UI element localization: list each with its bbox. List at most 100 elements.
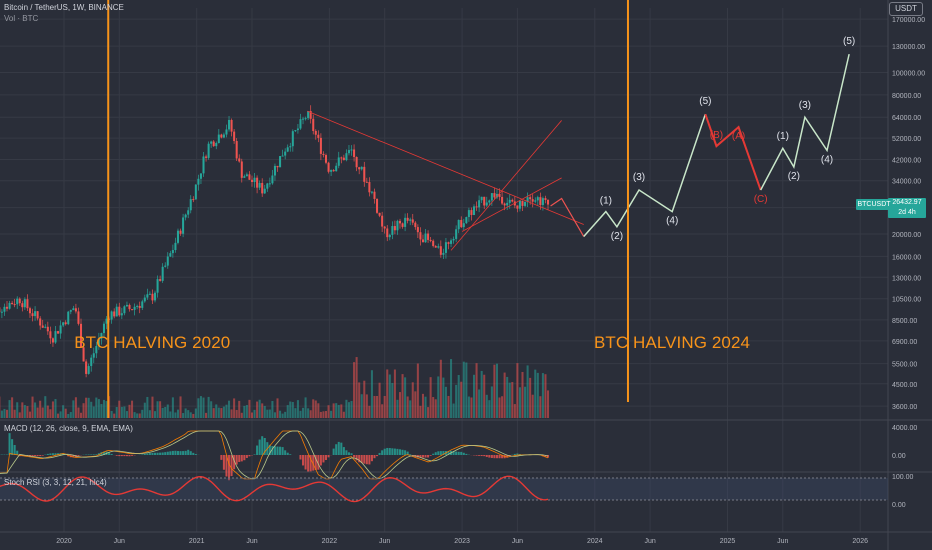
volume-bar	[268, 409, 271, 418]
volume-bar	[62, 405, 65, 418]
candle-body	[97, 338, 100, 346]
volume-bar	[97, 399, 100, 418]
candle-body	[289, 146, 292, 148]
volume-bar	[18, 412, 21, 418]
wave-label: (3)	[799, 100, 811, 111]
volume-bar	[182, 413, 185, 418]
trend-lines	[307, 110, 584, 251]
volume-bar	[439, 359, 442, 418]
volume-bar	[113, 413, 116, 418]
macd-histogram-bar	[386, 447, 389, 455]
x-tick-label: Jun	[114, 538, 125, 545]
macd-histogram-bar	[159, 452, 162, 455]
candle-body	[74, 308, 77, 312]
candle-body	[424, 233, 427, 243]
volume-bar	[263, 405, 266, 418]
x-tick-label: 2026	[852, 538, 868, 545]
macd-tick-label: 0.00	[892, 453, 906, 460]
currency-button[interactable]: USDT	[889, 2, 923, 16]
candle-body	[143, 297, 146, 302]
candle-body	[493, 193, 496, 198]
x-tick-label: 2023	[454, 538, 470, 545]
volume-bar	[41, 407, 44, 418]
candle-body	[210, 141, 213, 144]
volume-bar	[508, 382, 511, 418]
x-tick-label: Jun	[777, 538, 788, 545]
volume-bar	[478, 389, 481, 418]
volume-bar	[309, 410, 312, 418]
candle-body	[370, 191, 373, 193]
candle-body	[154, 292, 157, 301]
candle-body	[26, 299, 29, 309]
volume-bar	[164, 406, 167, 418]
candle-body	[39, 318, 42, 326]
candle-body	[508, 199, 511, 203]
candle-body	[452, 238, 455, 241]
volume-bar	[279, 410, 282, 418]
candle-body	[176, 230, 180, 243]
stoch-title[interactable]: Stoch RSI (3, 3, 12, 21, hlc4)	[4, 478, 107, 487]
candle-body	[307, 111, 310, 119]
macd-histogram-bar	[501, 455, 504, 459]
volume-bar	[36, 407, 39, 418]
macd-histogram-bar	[289, 454, 292, 455]
volume-bar	[79, 412, 83, 418]
candle-body	[67, 311, 70, 325]
candle-body	[541, 198, 544, 205]
macd-histogram-bar	[72, 455, 75, 458]
y-tick-label: 52000.00	[892, 136, 921, 143]
macd-histogram-bar	[360, 455, 363, 464]
candle-body	[266, 183, 269, 189]
volume-bar	[490, 386, 493, 418]
macd-histogram-bar	[171, 450, 174, 455]
volume-bar	[187, 410, 190, 418]
macd-histogram-bar	[146, 453, 149, 455]
candle-body	[465, 217, 468, 224]
macd-histogram-bar	[304, 455, 307, 470]
candle-body	[250, 179, 254, 182]
candle-body	[54, 331, 57, 343]
symbol-title[interactable]: Bitcoin / TetherUS, 1W, BINANCE	[4, 3, 124, 12]
last-price-tag: 26432.97 2d 4h	[888, 198, 926, 218]
volume-bar	[386, 369, 389, 418]
candle-body	[314, 130, 317, 135]
candle-body	[457, 219, 460, 230]
macd-histogram-bar	[182, 451, 185, 455]
macd-histogram-bar	[302, 455, 305, 466]
macd-histogram-bar	[273, 446, 276, 455]
volume-bar	[396, 399, 399, 418]
candle-body	[526, 197, 529, 203]
candle-body	[85, 361, 88, 374]
candle-body	[148, 293, 151, 295]
volume-bar	[95, 397, 98, 418]
candle-body	[488, 200, 491, 203]
volume-bar	[434, 399, 437, 418]
macd-histogram-bar	[475, 455, 478, 456]
macd-histogram-bar	[228, 455, 231, 481]
candle-body	[169, 253, 172, 257]
candle-body	[406, 217, 409, 221]
x-tick-label: 2021	[189, 538, 205, 545]
candle-body	[409, 219, 412, 221]
volume-bar	[480, 370, 483, 418]
candle-body	[159, 279, 162, 281]
candle-body	[69, 310, 72, 312]
volume-bar	[151, 396, 154, 418]
macd-title[interactable]: MACD (12, 26, close, 9, EMA, EMA)	[4, 424, 133, 433]
volume-bar	[102, 399, 105, 418]
wave-label: (5)	[699, 96, 711, 107]
volume-bar	[536, 372, 539, 418]
macd-histogram-bar	[437, 451, 440, 455]
macd-histogram-bar	[281, 447, 284, 455]
volume-bar	[261, 403, 264, 418]
volume-bar	[8, 400, 11, 418]
candle-body	[284, 151, 287, 156]
y-tick-label: 6900.00	[892, 339, 917, 346]
volume-bar	[46, 405, 49, 418]
candle-body	[294, 130, 297, 132]
candle-body	[212, 141, 215, 147]
volume-bar	[199, 396, 202, 418]
candle-body	[304, 118, 307, 120]
macd-histogram-bar	[39, 455, 42, 457]
